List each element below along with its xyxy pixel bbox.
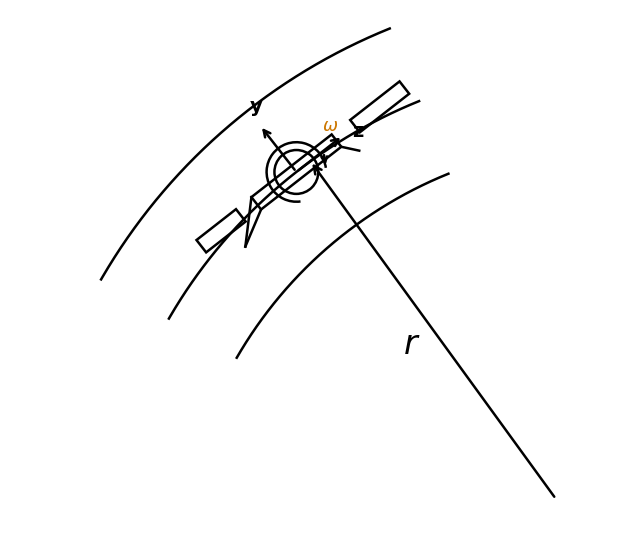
Text: y: y xyxy=(250,98,262,116)
Text: ω: ω xyxy=(323,117,337,135)
Text: z: z xyxy=(352,122,364,142)
Text: r: r xyxy=(404,328,418,361)
